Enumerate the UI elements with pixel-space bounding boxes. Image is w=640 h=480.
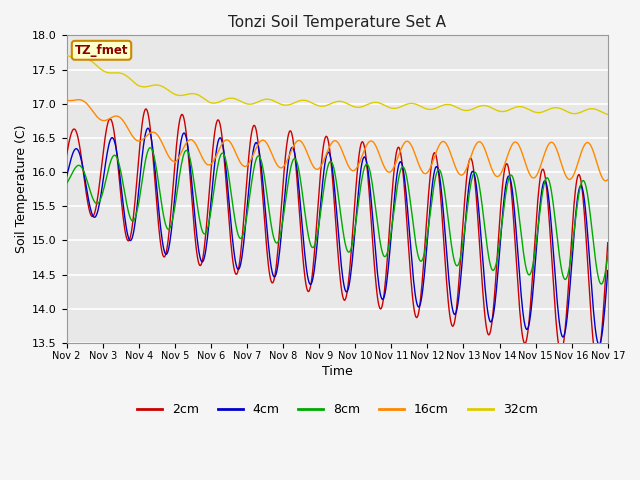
- X-axis label: Time: Time: [322, 365, 353, 378]
- Y-axis label: Soil Temperature (C): Soil Temperature (C): [15, 125, 28, 253]
- Legend: 2cm, 4cm, 8cm, 16cm, 32cm: 2cm, 4cm, 8cm, 16cm, 32cm: [132, 398, 543, 421]
- Title: Tonzi Soil Temperature Set A: Tonzi Soil Temperature Set A: [228, 15, 446, 30]
- Text: TZ_fmet: TZ_fmet: [75, 44, 128, 57]
